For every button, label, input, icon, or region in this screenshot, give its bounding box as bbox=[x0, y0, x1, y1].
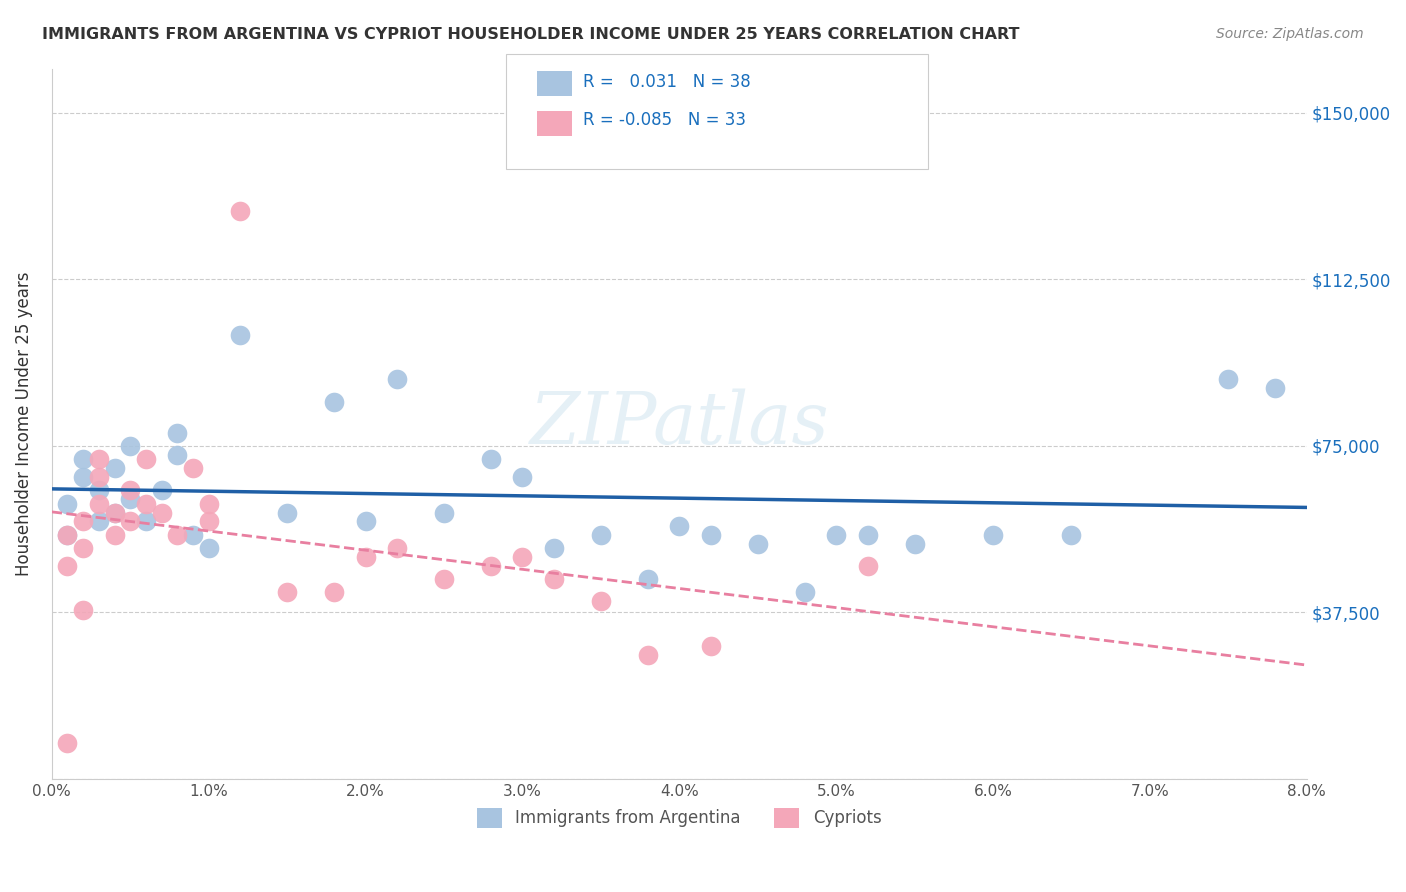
Point bbox=[120, 515, 142, 529]
Point bbox=[103, 527, 125, 541]
Point bbox=[72, 452, 94, 467]
Point bbox=[637, 572, 659, 586]
Point bbox=[87, 515, 110, 529]
Point bbox=[354, 549, 377, 564]
Point bbox=[135, 515, 157, 529]
Y-axis label: Householder Income Under 25 years: Householder Income Under 25 years bbox=[15, 271, 32, 576]
Point bbox=[825, 527, 848, 541]
Point bbox=[276, 506, 298, 520]
Point bbox=[433, 572, 456, 586]
Point bbox=[1060, 527, 1083, 541]
Point bbox=[699, 639, 721, 653]
Point bbox=[120, 492, 142, 507]
Point bbox=[135, 452, 157, 467]
Point bbox=[589, 594, 612, 608]
Point bbox=[87, 470, 110, 484]
Point bbox=[589, 527, 612, 541]
Point bbox=[56, 736, 79, 750]
Point bbox=[150, 483, 173, 498]
Point bbox=[385, 372, 408, 386]
Point bbox=[181, 461, 204, 475]
Point bbox=[87, 483, 110, 498]
Point bbox=[120, 483, 142, 498]
Point bbox=[56, 527, 79, 541]
Point bbox=[856, 558, 879, 573]
Point bbox=[637, 648, 659, 662]
Point bbox=[72, 515, 94, 529]
Point bbox=[668, 519, 690, 533]
Point bbox=[120, 439, 142, 453]
Point bbox=[103, 506, 125, 520]
Text: R =   0.031   N = 38: R = 0.031 N = 38 bbox=[583, 73, 751, 91]
Text: Source: ZipAtlas.com: Source: ZipAtlas.com bbox=[1216, 27, 1364, 41]
Point bbox=[479, 452, 502, 467]
Point bbox=[87, 452, 110, 467]
Point bbox=[72, 470, 94, 484]
Point bbox=[72, 541, 94, 555]
Point bbox=[699, 527, 721, 541]
Point bbox=[72, 603, 94, 617]
Point bbox=[166, 527, 188, 541]
Point bbox=[433, 506, 456, 520]
Point bbox=[103, 506, 125, 520]
Point bbox=[56, 497, 79, 511]
Point bbox=[166, 425, 188, 440]
Point bbox=[87, 497, 110, 511]
Text: IMMIGRANTS FROM ARGENTINA VS CYPRIOT HOUSEHOLDER INCOME UNDER 25 YEARS CORRELATI: IMMIGRANTS FROM ARGENTINA VS CYPRIOT HOU… bbox=[42, 27, 1019, 42]
Text: R = -0.085   N = 33: R = -0.085 N = 33 bbox=[583, 112, 747, 129]
Point bbox=[856, 527, 879, 541]
Point bbox=[385, 541, 408, 555]
Point bbox=[981, 527, 1004, 541]
Point bbox=[512, 470, 534, 484]
Point bbox=[747, 536, 769, 550]
Point bbox=[229, 327, 252, 342]
Point bbox=[197, 515, 219, 529]
Point bbox=[181, 527, 204, 541]
Point bbox=[323, 585, 346, 599]
Point bbox=[56, 558, 79, 573]
Point bbox=[197, 541, 219, 555]
Point bbox=[276, 585, 298, 599]
Legend: Immigrants from Argentina, Cypriots: Immigrants from Argentina, Cypriots bbox=[471, 801, 889, 835]
Point bbox=[197, 497, 219, 511]
Text: ZIPatlas: ZIPatlas bbox=[530, 388, 830, 459]
Point bbox=[543, 541, 565, 555]
Point bbox=[512, 549, 534, 564]
Point bbox=[903, 536, 925, 550]
Point bbox=[543, 572, 565, 586]
Point bbox=[229, 203, 252, 218]
Point bbox=[354, 515, 377, 529]
Point bbox=[166, 448, 188, 462]
Point bbox=[56, 527, 79, 541]
Point bbox=[103, 461, 125, 475]
Point bbox=[479, 558, 502, 573]
Point bbox=[1218, 372, 1240, 386]
Point bbox=[793, 585, 815, 599]
Point bbox=[1264, 381, 1286, 395]
Point bbox=[150, 506, 173, 520]
Point bbox=[135, 497, 157, 511]
Point bbox=[323, 394, 346, 409]
